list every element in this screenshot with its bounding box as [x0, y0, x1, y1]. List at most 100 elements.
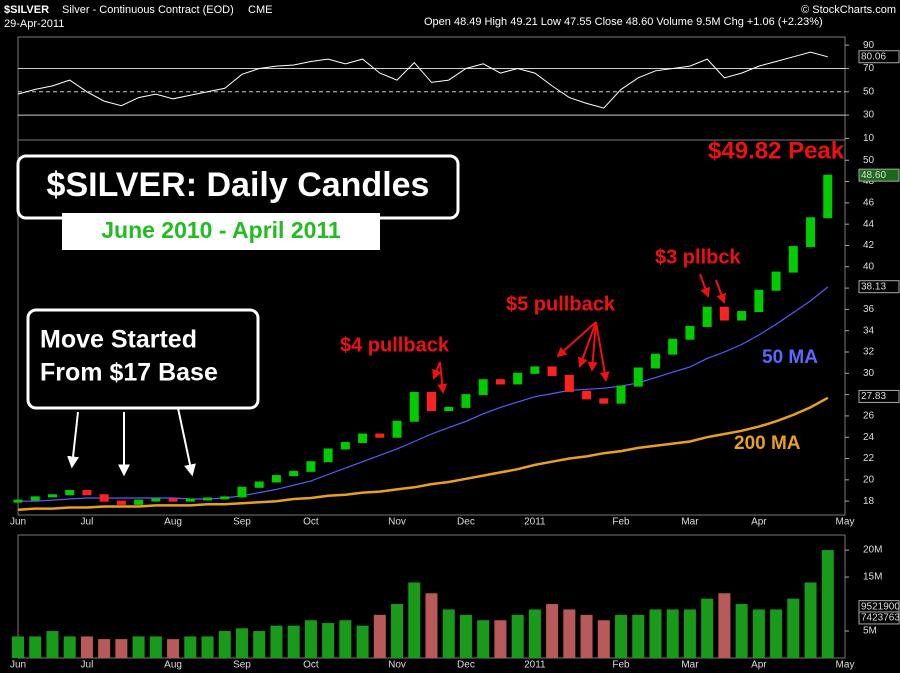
ma-line — [17, 396, 829, 511]
value-tag — [858, 389, 900, 403]
ma-label: 50 MA — [762, 347, 818, 368]
candle — [254, 481, 264, 488]
candle — [564, 374, 574, 392]
volume-bar — [563, 609, 576, 658]
x-tick-label: Sep — [233, 660, 251, 671]
quote: Open 48.49 High 49.21 Low 47.55 Close 48… — [424, 16, 823, 28]
candle — [358, 433, 368, 444]
candle — [47, 494, 57, 498]
volume-bar — [270, 625, 283, 658]
value-tag — [858, 50, 900, 64]
y-tick-label: 30 — [863, 368, 875, 379]
arrow — [432, 361, 442, 380]
x-tick-label: Dec — [457, 517, 475, 528]
volume-bar — [29, 636, 42, 658]
x-tick-label: 2011 — [524, 660, 546, 671]
candle — [806, 217, 816, 248]
x-tick-label: Oct — [303, 660, 319, 671]
y-tick-label: 90 — [863, 40, 875, 51]
candle — [582, 390, 592, 400]
candle — [306, 461, 316, 472]
candle — [599, 398, 609, 404]
volume-bar — [615, 614, 628, 658]
base-note: Move Started — [40, 326, 197, 354]
value-tag-label: 27.83 — [861, 391, 886, 402]
y-tick-label: 50 — [863, 86, 875, 97]
candle — [134, 499, 144, 505]
subtitle-box — [62, 213, 380, 250]
candle — [427, 391, 436, 412]
volume-bar — [701, 598, 714, 658]
candle — [392, 420, 402, 438]
pullback-note: $4 pullback — [340, 334, 450, 356]
volume-bar — [528, 609, 541, 658]
pullback-note: $5 pullback — [506, 293, 616, 315]
y-tick-label: 5M — [863, 626, 877, 637]
pullback-note: $3 pllbck — [655, 246, 741, 268]
x-tick-label: May — [836, 660, 855, 671]
y-tick-label: 10 — [863, 133, 875, 144]
volume-bar — [494, 620, 507, 658]
price-panel — [17, 139, 846, 516]
y-tick-label: 26 — [863, 411, 875, 422]
volume-bar — [149, 636, 162, 658]
candle — [375, 433, 385, 438]
x-tick-label: Jun — [10, 660, 26, 671]
x-tick-label: Aug — [164, 660, 182, 671]
y-tick-label: 70 — [863, 63, 875, 74]
copyright: © StockCharts.com — [801, 4, 896, 16]
volume-bar — [821, 550, 834, 658]
rsi-line — [17, 51, 828, 109]
volume-bar — [184, 636, 197, 658]
exchange: CME — [248, 4, 272, 16]
candle — [668, 338, 678, 355]
volume-bar — [63, 636, 76, 658]
volume-bar — [167, 639, 180, 658]
volume-bar — [253, 631, 266, 658]
volume-bar — [804, 582, 817, 658]
x-tick-label: Jul — [81, 660, 94, 671]
volume-bar — [546, 604, 559, 658]
volume-bar — [356, 625, 369, 658]
y-tick-label: 18 — [863, 496, 875, 507]
candle — [289, 470, 299, 477]
volume-bar — [511, 614, 524, 658]
candle — [788, 246, 798, 273]
volume-bar — [132, 636, 145, 658]
volume-bar — [632, 614, 645, 658]
y-tick-label: 40 — [863, 261, 875, 272]
volume-bar — [787, 598, 800, 658]
y-tick-label: 48 — [863, 176, 875, 187]
y-tick-label: 34 — [863, 325, 875, 336]
volume-bar — [683, 609, 696, 658]
volume-bar — [12, 636, 24, 658]
candle — [65, 489, 75, 496]
candle — [444, 406, 454, 412]
candle — [530, 366, 540, 374]
y-tick-label: 22 — [863, 453, 875, 464]
candle — [737, 311, 747, 321]
volume-bar — [235, 628, 248, 658]
value-tag-label: 80.06 — [861, 51, 886, 62]
ma-line — [18, 286, 829, 502]
volume-bar — [718, 593, 731, 658]
volume-bar — [98, 639, 111, 658]
x-tick-label: Apr — [751, 660, 767, 671]
y-tick-label: 46 — [863, 197, 875, 208]
candle — [650, 353, 660, 369]
subtitle: June 2010 - April 2011 — [101, 217, 341, 243]
y-tick-label: 30 — [863, 110, 875, 121]
y-tick-label: 50 — [863, 155, 875, 166]
volume-bar — [373, 614, 386, 658]
x-tick-label: Mar — [681, 517, 699, 528]
value-tag-label: 9521900 — [861, 601, 900, 612]
candle — [323, 448, 333, 463]
value-tag-label: 38.13 — [861, 281, 886, 292]
x-tick-label: Nov — [388, 660, 406, 671]
volume-bar — [425, 593, 438, 658]
arrow — [556, 321, 597, 358]
volume-bar — [666, 609, 679, 658]
candle — [685, 325, 695, 340]
x-tick-label: Apr — [751, 517, 767, 528]
x-tick-label: Jun — [10, 517, 26, 528]
